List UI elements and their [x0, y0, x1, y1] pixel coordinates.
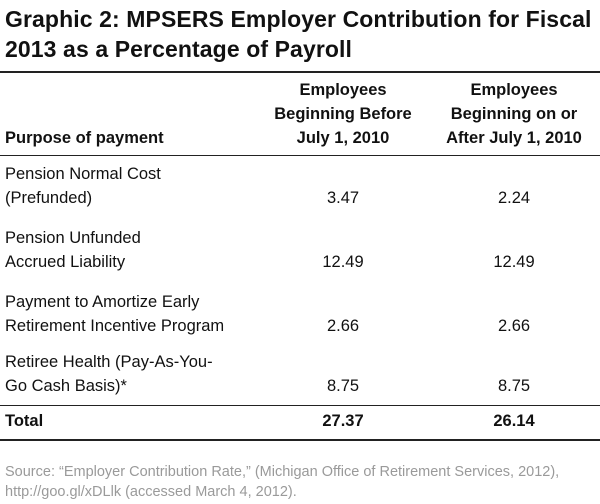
total-before-value: 27.37: [322, 412, 364, 430]
header-before-line-2: Beginning Before: [274, 105, 412, 123]
row-purpose-line-1: Pension Unfunded: [5, 229, 141, 247]
row-before-value: 8.75: [326, 377, 360, 395]
row-before-value: 3.47: [326, 189, 360, 207]
row-purpose-line-1: Retiree Health (Pay-As-You-: [5, 353, 213, 371]
header-purpose: Purpose of payment: [5, 129, 164, 147]
row-before-value: 2.66: [326, 317, 360, 335]
page-title: Graphic 2: MPSERS Employer Contribution …: [5, 6, 592, 62]
total-after-value: 26.14: [493, 412, 535, 430]
header-divider: [0, 155, 600, 156]
header-after-line-1: Employees: [470, 81, 558, 99]
row-after-value: 2.66: [497, 317, 531, 335]
row-after-value: 2.24: [497, 189, 531, 207]
header-before-line-3: July 1, 2010: [296, 129, 390, 147]
row-purpose-line-2: Go Cash Basis)*: [5, 377, 127, 395]
header-after-line-2: Beginning on or: [450, 105, 578, 123]
row-purpose-line-1: Payment to Amortize Early: [5, 293, 200, 311]
row-after-value: 8.75: [497, 377, 531, 395]
header-after-line-3: After July 1, 2010: [446, 129, 582, 147]
row-purpose-line-2: Retirement Incentive Program: [5, 317, 225, 335]
row-before-value: 12.49: [322, 253, 364, 271]
row-after-value: 12.49: [493, 253, 535, 271]
table-bottom-rule: [0, 439, 600, 441]
row-purpose-line-2: (Prefunded): [5, 189, 93, 207]
header-before-line-1: Employees: [299, 81, 387, 99]
total-label: Total: [5, 412, 44, 430]
source-note: Source: “Employer Contribution Rate,” (M…: [5, 464, 560, 500]
total-divider: [0, 405, 600, 406]
title-divider: [0, 71, 600, 73]
row-purpose-line-1: Pension Normal Cost: [5, 165, 161, 183]
row-purpose-line-2: Accrued Liability: [5, 253, 126, 271]
